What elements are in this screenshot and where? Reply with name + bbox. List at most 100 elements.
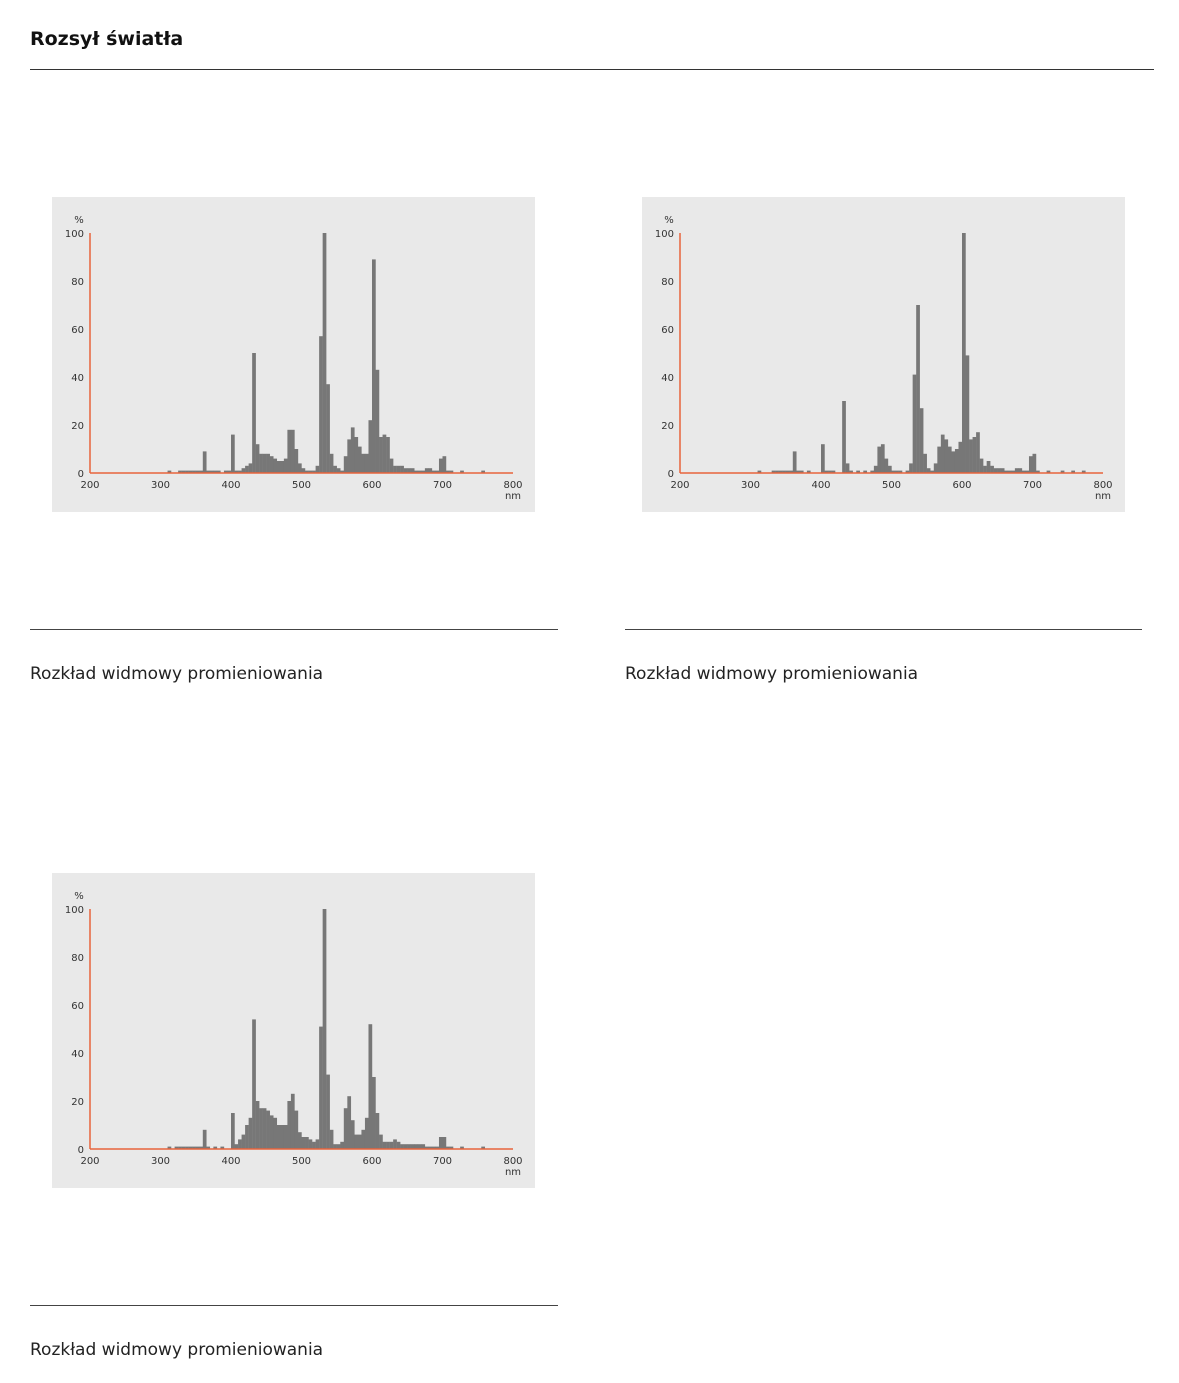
spectrum-bar	[259, 453, 263, 473]
x-tick-label: 200	[670, 480, 689, 491]
spectrum-bar	[319, 336, 323, 473]
spectrum-bar	[343, 1108, 348, 1149]
spectrum-bar	[446, 470, 450, 473]
spectrum-bar	[778, 470, 783, 473]
spectrum-bar	[305, 470, 309, 473]
spectrum-bar	[831, 470, 836, 473]
y-tick-label: 40	[661, 373, 674, 384]
caption-divider-3	[30, 1305, 558, 1306]
spectrum-bar	[213, 1146, 218, 1149]
spectrum-bar	[1060, 470, 1065, 473]
spectrum-bar	[315, 1139, 320, 1149]
spectrum-bar	[1014, 468, 1019, 473]
spectrum-bar	[273, 458, 278, 473]
spectrum-bar	[863, 470, 868, 473]
spectrum-bar	[347, 1096, 352, 1149]
title-divider	[30, 69, 1154, 70]
spectrum-bar	[954, 449, 959, 473]
spectrum-bar	[262, 453, 267, 473]
spectrum-bar	[870, 470, 875, 473]
spectrum-bar	[336, 1144, 341, 1149]
spectrum-bar	[481, 1146, 486, 1149]
spectrum-bar	[167, 470, 172, 473]
x-tick-label: 800	[503, 480, 522, 491]
spectrum-bar	[308, 1139, 313, 1149]
spectrum-bar	[195, 470, 200, 473]
spectrum-bar	[368, 420, 373, 473]
x-tick-label: 400	[221, 1156, 240, 1167]
spectrum-bar	[206, 470, 211, 473]
spectrum-bar	[245, 1125, 249, 1149]
spectrum-bar	[947, 446, 952, 473]
y-tick-label: 40	[71, 373, 84, 384]
spectrum-bar	[1046, 470, 1051, 473]
x-tick-label: 200	[80, 1156, 99, 1167]
spectrum-bar	[269, 456, 274, 473]
spectrum-bar	[238, 1139, 242, 1149]
spectrum-bar	[407, 468, 411, 473]
spectrum-bar	[167, 1146, 172, 1149]
spectrum-bar	[1032, 453, 1037, 473]
x-tick-label: 400	[811, 480, 830, 491]
x-tick-label: 700	[433, 480, 452, 491]
spectrum-bar	[916, 305, 920, 473]
spectrum-bar	[231, 434, 235, 473]
y-tick-label: 40	[71, 1049, 84, 1060]
x-tick-label: 500	[292, 480, 311, 491]
spectrum-bar	[414, 470, 419, 473]
spectrum-bar	[312, 470, 316, 473]
spectrum-bar	[372, 259, 376, 473]
spectrum-bar	[227, 470, 232, 473]
spectrum-bar	[962, 233, 966, 473]
spectrum-bar	[315, 465, 320, 473]
spectrum-bar	[301, 1137, 306, 1149]
spectrum-bar	[223, 470, 228, 473]
spectrum-chart-3: 0 20 40 60 80 100% 200 300 400 500 600 700 800 nm	[52, 873, 535, 1188]
spectrum-bar	[435, 1146, 440, 1149]
spectrum-bar	[248, 1117, 253, 1149]
spectrum-bar	[326, 384, 330, 473]
spectrum-bar	[424, 1146, 429, 1149]
x-axis-unit: nm	[1095, 491, 1111, 502]
spectrum-bar	[1028, 456, 1033, 473]
spectrum-bar	[856, 470, 860, 473]
spectrum-bar	[255, 444, 260, 473]
spectrum-bar	[379, 1134, 383, 1149]
chart-caption-2: Rozkład widmowy promieniowania	[625, 664, 919, 684]
spectrum-bar	[877, 446, 882, 473]
spectrum-bar	[213, 470, 218, 473]
spectrum-bar	[771, 470, 776, 473]
y-tick-label: 100	[65, 905, 84, 916]
spectrum-bar	[241, 1134, 246, 1149]
spectrum-bar	[322, 909, 327, 1149]
spectrum-bar	[796, 470, 801, 473]
x-tick-label: 800	[503, 1156, 522, 1167]
x-tick-label: 800	[1093, 480, 1112, 491]
spectrum-bar	[294, 449, 299, 473]
spectrum-bar	[199, 470, 204, 473]
x-tick-label: 500	[292, 1156, 311, 1167]
spectrum-bar	[933, 463, 938, 473]
spectrum-bar	[308, 470, 313, 473]
spectrum-bar	[400, 1144, 404, 1149]
spectrum-bar	[940, 434, 945, 473]
y-tick-label: 20	[661, 421, 674, 432]
spectrum-bar	[396, 1141, 401, 1149]
spectrum-bar	[206, 1146, 211, 1149]
spectrum-bar	[297, 463, 302, 473]
spectrum-bar	[845, 463, 850, 473]
spectrum-bar	[354, 1134, 359, 1149]
spectrum-bar	[181, 470, 186, 473]
spectrum-bar	[336, 468, 341, 473]
spectrum-bar	[354, 437, 359, 473]
spectrum-bar	[912, 374, 917, 473]
spectrum-bar	[382, 1141, 387, 1149]
spectrum-bar	[414, 1144, 419, 1149]
spectrum-bar	[333, 465, 337, 473]
spectrum-bar	[357, 1134, 362, 1149]
spectrum-bar	[821, 444, 825, 473]
spectrum-bar	[252, 1019, 256, 1149]
y-tick-label: 60	[71, 1001, 84, 1012]
